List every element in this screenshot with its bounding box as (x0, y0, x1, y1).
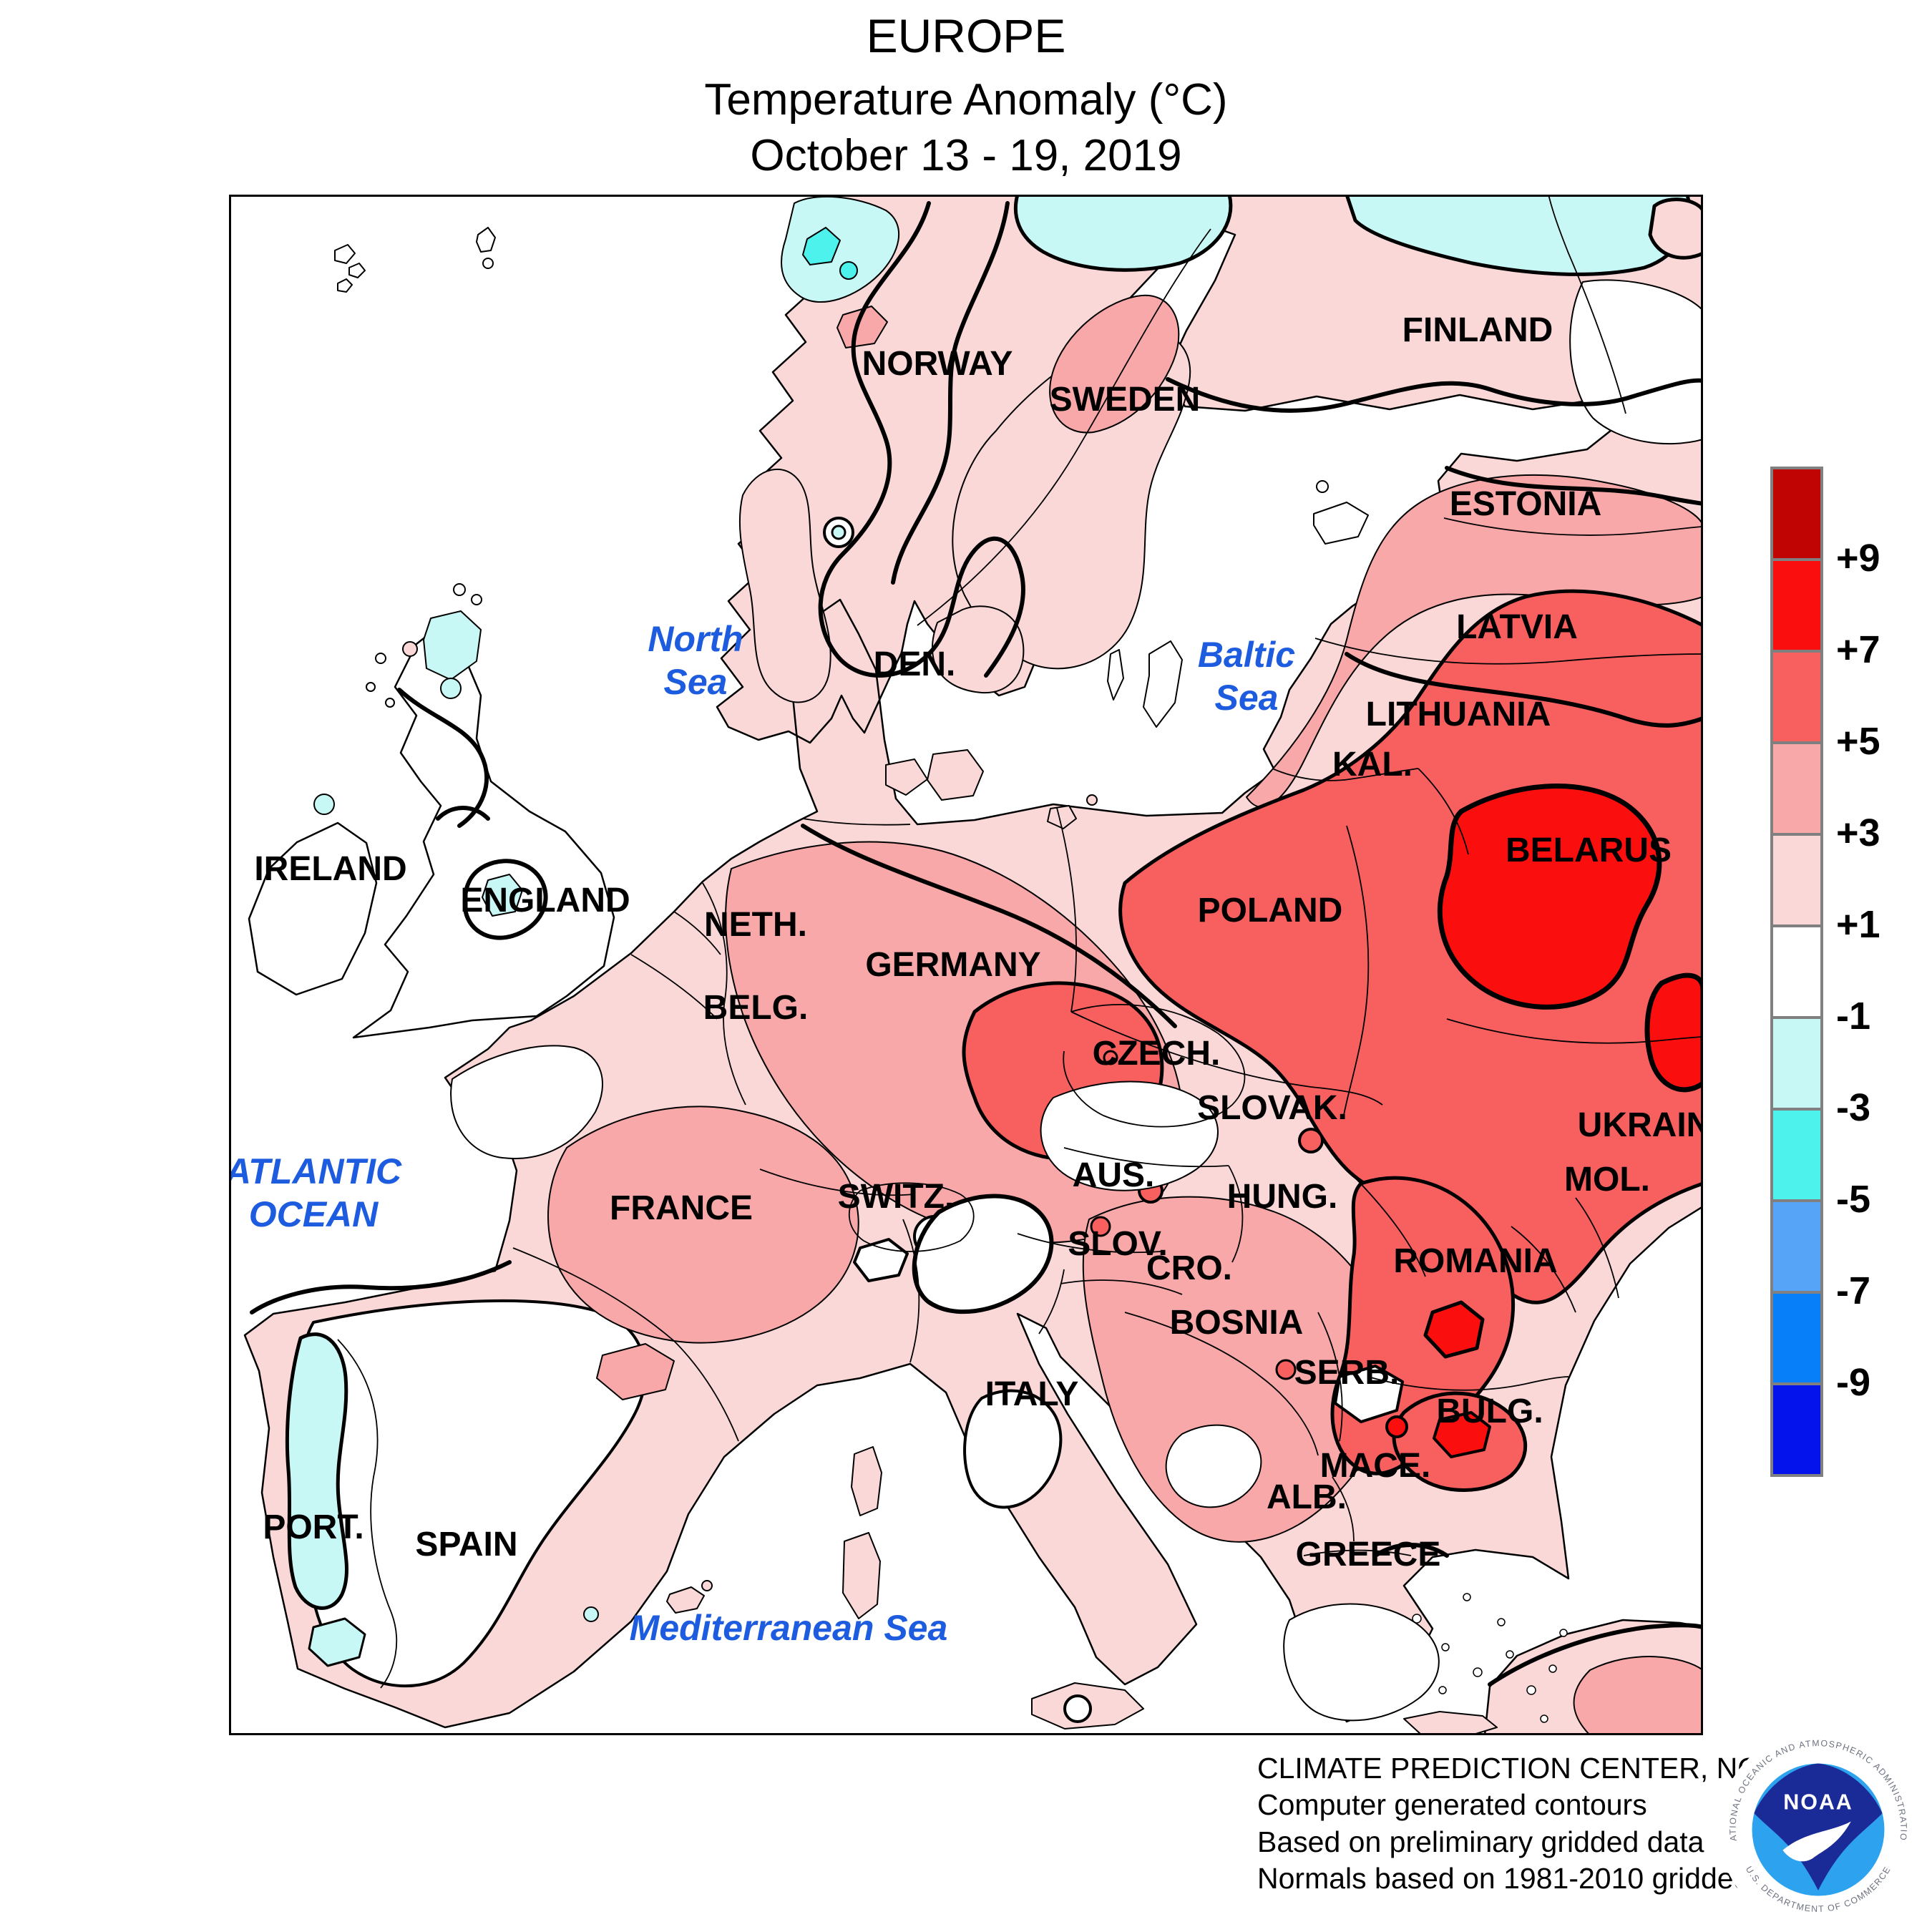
country-labels: FINLAND NORWAY SWEDEN ESTONIA LATVIA LITHUANI… (254, 311, 1703, 1574)
legend-tick--7: -7 (1836, 1269, 1871, 1312)
legend-swatch-7 (1773, 1108, 1820, 1199)
label-mediterranean-sea: Mediterranean Sea (630, 1608, 948, 1648)
label-ireland: IRELAND (254, 850, 406, 888)
label-denmark: DEN. (874, 645, 956, 683)
label-romania: ROMANIA (1393, 1242, 1557, 1280)
label-baltic-sea: Baltic Sea (1198, 635, 1295, 718)
map-title-variable: Temperature Anomaly (°C) (704, 75, 1228, 125)
label-kaliningrad: KAL. (1332, 746, 1413, 784)
country-border-layer (337, 195, 1703, 1689)
anomaly-patch-layer (285, 195, 1703, 1735)
label-belgium: BELG. (703, 989, 809, 1027)
label-austria: AUS. (1073, 1156, 1155, 1194)
legend-tick-+7: +7 (1836, 628, 1880, 671)
anomaly-legend-colorbar (1770, 467, 1823, 1477)
legend-swatch-10 (1773, 1382, 1820, 1474)
legend-tick-+9: +9 (1836, 537, 1880, 580)
legend-swatch-2 (1773, 650, 1820, 741)
small-islands-mid (666, 749, 1498, 1735)
legend-tick--1: -1 (1836, 995, 1871, 1038)
label-bosnia: BOSNIA (1170, 1304, 1304, 1342)
sea-labels: North Sea Baltic Sea ATLANTIC OCEAN Mediterran… (229, 619, 1295, 1648)
label-netherlands: NETH. (704, 906, 807, 944)
label-czech: CZECH. (1093, 1035, 1221, 1073)
thick-contour-layer (250, 201, 1703, 1687)
label-hungary: HUNG. (1227, 1178, 1338, 1216)
map-frame (229, 195, 1703, 1735)
label-moldova: MOL. (1564, 1161, 1650, 1199)
legend-swatch-9 (1773, 1291, 1820, 1382)
legend-swatch-1 (1773, 558, 1820, 650)
label-latvia: LATVIA (1456, 608, 1578, 646)
label-albania: ALB. (1267, 1478, 1347, 1516)
label-north-sea: North Sea (648, 619, 743, 702)
land-britain (352, 621, 615, 1039)
noaa-logo: NOAA NATIONAL OCEANIC AND ATMOSPHERIC AD… (1718, 1729, 1918, 1930)
label-lithuania: LITHUANIA (1366, 696, 1551, 733)
label-poland: POLAND (1198, 892, 1343, 930)
credits-line-3: Based on preliminary gridded data (1257, 1825, 1704, 1858)
label-portugal: PORT. (263, 1508, 364, 1546)
label-belarus: BELARUS (1506, 831, 1672, 869)
legend-tick--9: -9 (1836, 1361, 1871, 1404)
land-ireland (248, 821, 378, 996)
label-slovenia: SLOV. (1068, 1225, 1168, 1263)
map-title-region: EUROPE (866, 9, 1066, 62)
credits-block: CLIMATE PREDICTION CENTER, NOAA Computer… (1257, 1750, 1815, 1897)
label-slovakia: SLOVAK. (1197, 1089, 1347, 1127)
legend-tick-+1: +1 (1836, 903, 1880, 946)
label-england: ENGLAND (460, 882, 630, 919)
small-islands-north (334, 227, 1369, 728)
legend-swatch-4 (1773, 833, 1820, 924)
label-serbia: SERB. (1294, 1354, 1400, 1392)
label-germany: GERMANY (865, 946, 1040, 984)
label-atlantic-ocean: ATLANTIC OCEAN (229, 1151, 402, 1234)
label-spain: SPAIN (415, 1526, 517, 1563)
label-greece: GREECE (1296, 1536, 1441, 1574)
legend-swatch-6 (1773, 1016, 1820, 1108)
label-switzerland: SWITZ. (838, 1178, 955, 1216)
noaa-acronym: NOAA (1783, 1790, 1853, 1814)
legend-tick-+5: +5 (1836, 720, 1880, 763)
legend-swatch-5 (1773, 924, 1820, 1016)
label-france: FRANCE (610, 1189, 753, 1227)
europe-anomaly-map: North Sea Baltic Sea ATLANTIC OCEAN Mediterran… (229, 195, 1703, 1735)
legend-tick--3: -3 (1836, 1086, 1871, 1129)
noaa-seal-diamond (1754, 1763, 1883, 1890)
label-ukraine: UKRAINE (1578, 1106, 1703, 1144)
label-macedonia: MACE. (1320, 1447, 1431, 1485)
legend-tick--5: -5 (1836, 1178, 1871, 1221)
label-croatia: CRO. (1146, 1249, 1232, 1287)
label-italy: ITALY (985, 1375, 1079, 1413)
label-finland: FINLAND (1402, 311, 1553, 349)
legend-swatch-0 (1773, 469, 1820, 558)
credits-line-2: Computer generated contours (1257, 1788, 1647, 1822)
label-bulgaria: BULG. (1436, 1392, 1543, 1430)
label-estonia: ESTONIA (1450, 485, 1601, 523)
noaa-seagull-icon (1782, 1821, 1851, 1862)
legend-tick-+3: +3 (1836, 811, 1880, 854)
label-sweden: SWEDEN (1050, 381, 1201, 419)
map-title-daterange: October 13 - 19, 2019 (750, 131, 1182, 180)
aegean-islands (1412, 1593, 1568, 1723)
legend-swatch-3 (1773, 741, 1820, 833)
credits-line-1: CLIMATE PREDICTION CENTER, NOAA (1257, 1752, 1800, 1785)
legend-swatch-8 (1773, 1199, 1820, 1291)
label-norway: NORWAY (862, 345, 1013, 383)
credits-line-4: Normals based on 1981-2010 gridded data (1257, 1861, 1815, 1895)
